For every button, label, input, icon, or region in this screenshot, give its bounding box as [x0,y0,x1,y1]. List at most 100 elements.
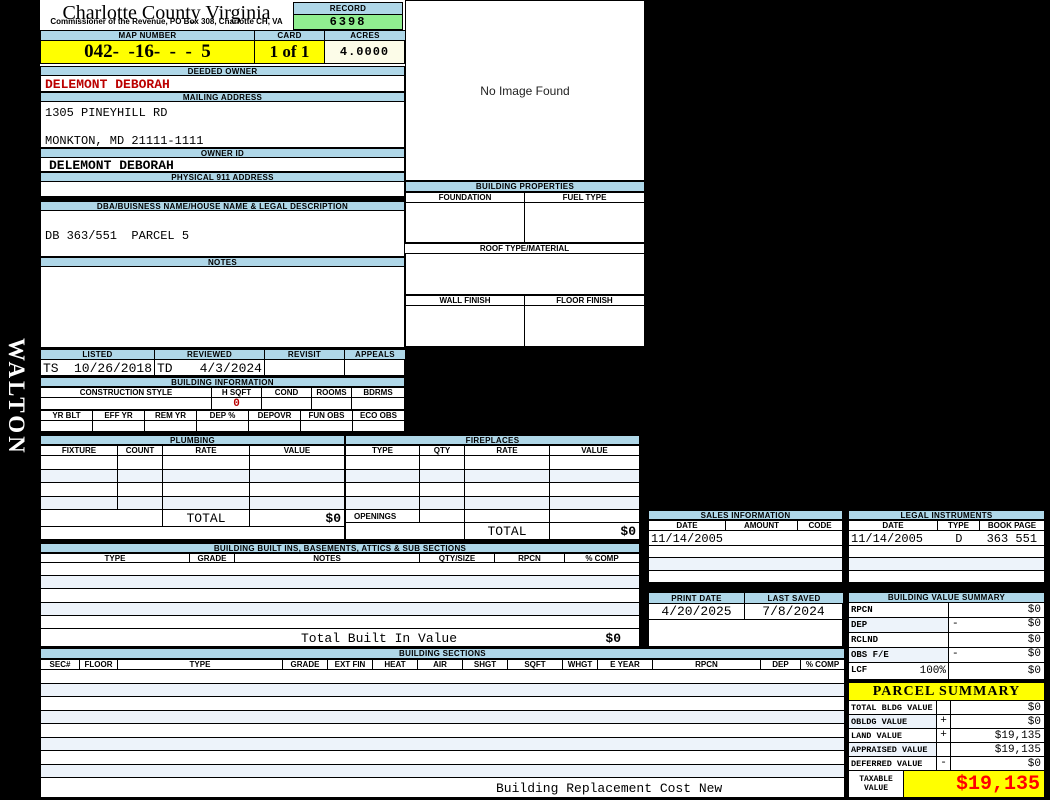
bvs-pct: 100% [919,665,946,677]
sales-information-panel: SALES INFORMATION DATE AMOUNT CODE 11/14… [648,510,843,583]
bdrms-label: BDRMS [352,387,405,398]
fireplaces-col-qty: QTY [420,445,465,456]
built-ins-rows [40,563,640,629]
inspection-panel: LISTED REVIEWED REVISIT APPEALS TS 10/26… [40,349,405,376]
ps-op [937,743,951,756]
card-label: CARD [255,30,325,41]
plumbing-title: PLUMBING [40,435,345,445]
built-ins-total-label: Total Built In Value [301,631,458,646]
built-ins-col-comp: % COMP [565,553,640,563]
fireplaces-col-type: TYPE [345,445,420,456]
last-saved-value: 7/8/2024 [762,604,825,619]
ps-label: DEFERRED VALUE [849,757,937,770]
map-value-row: 042- -16- - - 5 1 of 1 4.0000 [40,41,405,64]
deeded-owner-label: DEEDED OWNER [40,66,405,76]
built-ins-title: BUILDING BUILT INS, BASEMENTS, ATTICS & … [40,543,640,553]
bvs-value: $0 [1027,618,1041,630]
brand-vertical-label: WALTON [4,338,29,456]
reviewed-label: REVIEWED [155,349,265,360]
mailing-address-line2: MONKTON, MD 21111-1111 [45,134,204,148]
yrblt-label: YR BLT [40,410,93,421]
mailing-address-label: MAILING ADDRESS [40,92,405,102]
rooms-value [312,398,352,409]
sales-col-date: DATE [648,520,726,531]
sales-col-code: CODE [798,520,843,531]
fuel-type-label: FUEL TYPE [525,192,645,203]
plumbing-rows [40,456,345,510]
ps-value: $19,135 [994,729,1041,742]
print-saved-panel: PRINT DATE LAST SAVED 4/20/2025 7/8/2024 [648,592,843,647]
revisit-value [265,360,345,375]
listed-code: TS [43,361,59,376]
dba-legal-value: DB 363/551 PARCEL 5 [45,229,190,243]
building-replacement-note: Building Replacement Cost New [496,781,723,796]
notes-label: NOTES [40,257,405,267]
building-information-panel: BUILDING INFORMATION CONSTRUCTION STYLE … [40,377,405,432]
ps-value: $0 [1027,757,1041,770]
building-properties-panel: BUILDING PROPERTIES FOUNDATION FUEL TYPE… [405,181,645,347]
print-date-label: PRINT DATE [648,592,745,604]
legal-col-bookpage: BOOK PAGE [980,520,1045,531]
no-image-text: No Image Found [480,83,570,98]
bs-col-heat: HEAT [373,659,418,670]
acres-label: ACRES [325,30,405,41]
deppct-label: DEP % [197,410,249,421]
fireplaces-total-value: $0 [620,523,636,539]
building-value-summary-panel: BUILDING VALUE SUMMARY RPCN $0 DEP - $0 … [848,592,1045,680]
roof-type-label: ROOF TYPE/MATERIAL [405,243,645,254]
bs-col-shgt: SHGT [463,659,508,670]
bs-col-dep: DEP [761,659,801,670]
bvs-label: RPCN [849,603,949,617]
floor-finish-label: FLOOR FINISH [525,295,645,306]
card-value: 1 of 1 [255,41,325,63]
bvs-value: $0 [1027,648,1041,660]
building-sections-rows [40,670,845,778]
plumbing-col-value: VALUE [250,445,345,456]
listed-label: LISTED [40,349,155,360]
built-ins-col-type: TYPE [40,553,190,563]
record-label: RECORD [293,2,403,15]
built-ins-panel: BUILDING BUILT INS, BASEMENTS, ATTICS & … [40,543,640,647]
reviewed-code: TD [157,361,173,376]
property-photo-box: No Image Found [405,0,645,181]
notes-block [40,267,405,348]
revisit-label: REVISIT [265,349,345,360]
bs-col-extfin: EXT FIN [328,659,373,670]
bvs-op: - [952,648,959,660]
bvs-label: RCLND [849,633,949,647]
plumbing-panel: PLUMBING FIXTURE COUNT RATE VALUE TOTAL … [40,435,345,540]
building-sections-title: BUILDING SECTIONS [40,648,845,659]
building-value-summary-title: BUILDING VALUE SUMMARY [848,592,1045,603]
last-saved-label: LAST SAVED [745,592,843,604]
bs-col-comp: % COMP [801,659,845,670]
wall-finish-label: WALL FINISH [405,295,525,306]
ps-op: + [937,715,951,728]
ps-label: OBLDG VALUE [849,715,937,728]
plumbing-col-rate: RATE [163,445,250,456]
bs-col-type: TYPE [118,659,283,670]
taxable-value-label: TAXABLE VALUE [849,771,904,797]
plumbing-total-value: $0 [325,510,341,526]
legal-type: D [955,532,963,546]
record-value: 6398 [293,15,403,30]
owner-id-label: OWNER ID [40,148,405,158]
building-sections-panel: BUILDING SECTIONS SEC# FLOOR TYPE GRADE … [40,648,845,798]
bs-col-floor: FLOOR [80,659,118,670]
sales-date: 11/14/2005 [651,532,724,546]
built-ins-col-notes: NOTES [235,553,420,563]
foundation-label: FOUNDATION [405,192,525,203]
ps-value: $0 [1027,701,1041,714]
ps-op: + [937,729,951,742]
panel-divider [40,197,405,201]
plumbing-col-count: COUNT [118,445,163,456]
foundation-value [406,203,525,242]
cond-value [262,398,312,409]
taxable-value: $19,135 [904,771,1044,797]
hsqft-label: H SQFT [212,387,262,398]
appeals-value [345,360,404,375]
fuel-type-value [525,203,644,242]
ps-label: APPRAISED VALUE [849,743,937,756]
bvs-value: $0 [1027,634,1041,646]
construction-style-value [41,398,212,409]
acres-value: 4.0000 [325,41,404,63]
